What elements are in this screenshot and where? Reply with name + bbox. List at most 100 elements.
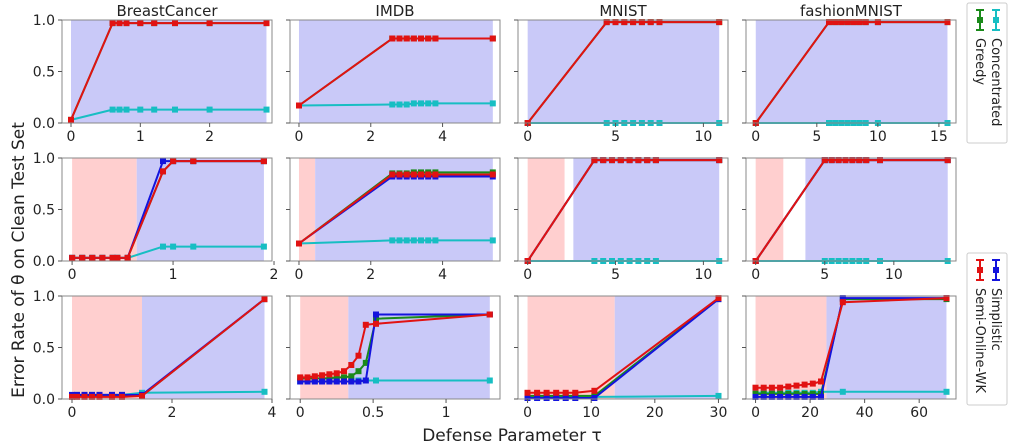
panel-10-xtick-label-2: 0.5 [362, 405, 384, 421]
panel-12-series-semi-online-wk-point-4 [777, 384, 784, 391]
panel-8-xtick-label-1: 0 [751, 267, 760, 283]
panel-11-series-simplistic-point-7 [591, 395, 598, 401]
panel-8-series-semi-online-wk-point-7 [856, 157, 863, 164]
panel-5: 0 1 2 0.0 0.5 1.0 [33, 151, 279, 283]
panel-5-series-semi-online-wk-point-9 [170, 158, 177, 165]
panel-12-series-simplistic-point-1 [752, 393, 759, 400]
panel-9-xtick-label-1: 0 [68, 405, 77, 421]
panel-11-series-semi-online-wk-point-1 [524, 389, 531, 396]
panel-7-xtick-label-2: 5 [611, 267, 620, 283]
panel-12-xtick-label-1: 0 [751, 405, 760, 421]
panel-9-series-semi-online-wk-point-7 [119, 393, 125, 400]
panel-1-series-semi-online-wk-point-2 [109, 20, 116, 27]
panel-9-series-semi-online-wk-point-6 [109, 393, 115, 400]
panel-12: 0 20 40 60 [742, 295, 957, 421]
panel-11-xtick-label-1: 0 [523, 405, 532, 421]
panel-4-xtick-label-1: 0 [751, 129, 760, 145]
panel-10-series-semi-online-wk-point-11 [373, 320, 379, 327]
panel-1-series-concentrated-point-5 [137, 106, 144, 113]
panel-4-xtick-label-3: 10 [869, 129, 887, 145]
panel-10-series-greedy-point-10 [362, 359, 369, 366]
legend-swatch-concentrated [992, 9, 1000, 31]
panel-7-series-semi-online-wk-point-4 [609, 157, 615, 164]
panel-8-series-semi-online-wk-point-6 [849, 157, 856, 164]
legend-label-semi-online-wk: Semi-Online-WK [972, 288, 987, 394]
panel-10-series-simplistic-point-8 [348, 378, 355, 385]
panel-7-series-semi-online-wk-point-5 [617, 157, 624, 164]
panel-10-xtick-label-3: 1 [442, 405, 451, 421]
panel-2-series-semi-online-wk-point-1 [296, 102, 302, 109]
panel-11-series-simplistic-point-5 [562, 395, 569, 401]
panel-6-series-concentrated-point-4 [403, 237, 410, 244]
panel-2-series-semi-online-wk-point-7 [425, 35, 432, 42]
panel-9: 0 2 4 0.0 0.5 1.0 [33, 289, 277, 421]
panel-6-series-semi-online-wk-point-8 [432, 171, 439, 178]
panel-8-series-semi-online-wk-point-9 [877, 157, 883, 164]
panel-2-series-semi-online-wk-point-9 [489, 35, 496, 42]
panel-1-ytick-label-3: 1.0 [33, 13, 55, 29]
panel-10-series-semi-online-wk-point-7 [341, 368, 347, 375]
panel-12-series-semi-online-wk-point-7 [801, 381, 808, 388]
panel-9-series-semi-online-wk-point-2 [74, 393, 80, 400]
panel-5-xtick-label-1: 0 [68, 267, 77, 283]
panel-11-xtick-label-2: 10 [582, 405, 600, 421]
panel-4-title: fashionMNIST [800, 2, 903, 20]
legend-swatch-semi-online-wk [976, 259, 984, 281]
panel-10-series-greedy-point-9 [355, 368, 362, 375]
panel-2-series-concentrated-point-8 [432, 100, 439, 107]
panel-1-series-semi-online-wk-point-9 [263, 20, 270, 27]
panel-5-series-semi-online-wk-point-6 [114, 254, 121, 261]
panel-7-series-semi-online-wk-point-10 [716, 157, 723, 164]
panel-2-series-semi-online-wk-point-3 [396, 35, 403, 42]
y-axis-label: Error Rate of θ on Clean Test Set [9, 122, 29, 398]
panel-12-series-semi-online-wk-point-2 [760, 384, 767, 391]
legend-label-greedy: Greedy [972, 38, 987, 85]
panel-1-series-concentrated-point-6 [151, 106, 158, 113]
panel-9-ytick-label-2: 0.5 [33, 341, 55, 357]
legend-swatch-greedy [976, 9, 984, 31]
panel-1-series-semi-online-wk-point-4 [123, 20, 130, 27]
panel-2-series-concentrated-point-2 [389, 101, 396, 108]
panel-6-series-concentrated-point-3 [396, 237, 403, 244]
panel-7-series-semi-online-wk-point-2 [591, 157, 598, 164]
panel-10-series-simplistic-point-6 [333, 378, 340, 385]
panel-9-series-semi-online-wk-point-9 [261, 296, 268, 303]
panel-1-series-concentrated-point-4 [123, 106, 130, 113]
panel-4-series-semi-online-wk-line [754, 21, 948, 124]
panel-1-series-semi-online-wk-point-1 [68, 116, 74, 123]
panel-7-series-semi-online-wk-point-8 [644, 157, 651, 164]
panel-7: 0 5 10 [514, 157, 729, 283]
panel-8-xtick-label-2: 5 [820, 267, 829, 283]
panel-6-xtick-label-2: 2 [366, 267, 375, 283]
panel-11-series-semi-online-wk-point-7 [591, 387, 598, 394]
panel-12-series-simplistic-point-2 [760, 393, 767, 400]
legend-box-lower: Semi-Online-WK Simplistic [966, 252, 1008, 406]
panel-1-region-blue-1 [71, 20, 267, 123]
panel-7-series-semi-online-wk-point-6 [626, 157, 633, 164]
panel-10-series-semi-online-wk-point-5 [326, 371, 333, 378]
panel-7-series-semi-online-wk-point-7 [635, 157, 642, 164]
panel-12-series-concentrated-point-11 [943, 388, 950, 395]
panel-12-series-semi-online-wk-point-5 [785, 383, 792, 390]
panel-3-title: MNIST [599, 2, 647, 20]
panel-12-series-concentrated-point-10 [839, 388, 846, 395]
panel-2-series-concentrated-point-6 [418, 100, 424, 107]
panel-1-title: BreastCancer [116, 2, 218, 20]
panel-8-region-blue-2 [805, 158, 948, 261]
panel-10-series-simplistic-point-1 [297, 378, 304, 385]
panel-6-series-semi-online-wk-point-4 [403, 171, 410, 178]
panel-2: 0 2 4 IMDB [286, 2, 501, 145]
panel-5-series-concentrated-point-11 [260, 243, 267, 250]
panel-11-series-semi-online-wk-point-8 [715, 295, 722, 302]
panel-10-series-simplistic-point-4 [319, 378, 326, 385]
panel-12-xtick-label-3: 40 [856, 405, 874, 421]
panel-12-series-semi-online-wk-point-6 [793, 382, 800, 389]
panel-6-series-semi-online-wk-point-7 [425, 171, 432, 178]
panel-4-series-semi-online-wk-point-6 [850, 19, 857, 26]
panel-5-region-red-1 [72, 158, 137, 261]
panel-6-series-semi-online-wk-point-3 [396, 171, 403, 178]
panel-10: 0 0.5 1 [286, 295, 501, 421]
panel-6-series-semi-online-wk-point-9 [489, 171, 496, 178]
panel-11-series-semi-online-wk-point-4 [553, 389, 560, 396]
